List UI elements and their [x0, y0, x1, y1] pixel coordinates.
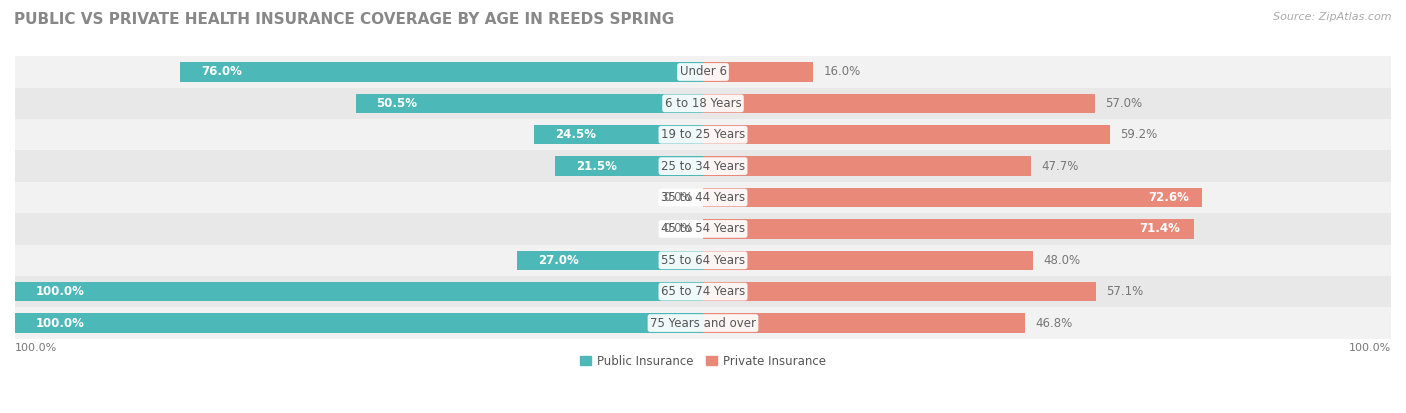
Bar: [703, 251, 1033, 270]
Bar: [517, 251, 703, 270]
Text: 46.8%: 46.8%: [1035, 316, 1073, 330]
Text: 71.4%: 71.4%: [1140, 222, 1181, 235]
Bar: [15, 244, 1391, 276]
Bar: [15, 119, 1391, 150]
Text: 59.2%: 59.2%: [1121, 128, 1159, 141]
Text: 100.0%: 100.0%: [15, 344, 58, 354]
Bar: [555, 157, 703, 176]
Bar: [15, 307, 1391, 339]
Legend: Public Insurance, Private Insurance: Public Insurance, Private Insurance: [575, 350, 831, 373]
Text: 21.5%: 21.5%: [575, 160, 617, 173]
Text: 76.0%: 76.0%: [201, 66, 242, 78]
Text: 72.6%: 72.6%: [1147, 191, 1188, 204]
Bar: [15, 182, 1391, 213]
Bar: [703, 125, 1111, 145]
Bar: [180, 62, 703, 82]
Text: 75 Years and over: 75 Years and over: [650, 316, 756, 330]
Text: 100.0%: 100.0%: [35, 285, 84, 298]
Text: 100.0%: 100.0%: [1348, 344, 1391, 354]
Bar: [703, 188, 1202, 207]
Text: 0.0%: 0.0%: [664, 191, 693, 204]
Text: 27.0%: 27.0%: [538, 254, 579, 267]
Text: 57.0%: 57.0%: [1105, 97, 1143, 110]
Bar: [15, 88, 1391, 119]
Text: 50.5%: 50.5%: [377, 97, 418, 110]
Text: 100.0%: 100.0%: [35, 316, 84, 330]
Text: 16.0%: 16.0%: [824, 66, 860, 78]
Text: 65 to 74 Years: 65 to 74 Years: [661, 285, 745, 298]
Text: 24.5%: 24.5%: [555, 128, 596, 141]
Text: 47.7%: 47.7%: [1042, 160, 1078, 173]
Bar: [15, 313, 703, 333]
Text: 6 to 18 Years: 6 to 18 Years: [665, 97, 741, 110]
Text: PUBLIC VS PRIVATE HEALTH INSURANCE COVERAGE BY AGE IN REEDS SPRING: PUBLIC VS PRIVATE HEALTH INSURANCE COVER…: [14, 12, 675, 27]
Bar: [703, 94, 1095, 113]
Bar: [15, 276, 1391, 307]
Bar: [15, 282, 703, 301]
Text: 35 to 44 Years: 35 to 44 Years: [661, 191, 745, 204]
Text: 48.0%: 48.0%: [1043, 254, 1081, 267]
Text: 0.0%: 0.0%: [664, 222, 693, 235]
Bar: [703, 62, 813, 82]
Text: 55 to 64 Years: 55 to 64 Years: [661, 254, 745, 267]
Text: 25 to 34 Years: 25 to 34 Years: [661, 160, 745, 173]
Text: 45 to 54 Years: 45 to 54 Years: [661, 222, 745, 235]
Text: 57.1%: 57.1%: [1107, 285, 1143, 298]
Bar: [15, 150, 1391, 182]
Bar: [703, 282, 1095, 301]
Bar: [703, 313, 1025, 333]
Bar: [703, 157, 1031, 176]
Text: Source: ZipAtlas.com: Source: ZipAtlas.com: [1274, 12, 1392, 22]
Bar: [534, 125, 703, 145]
Bar: [356, 94, 703, 113]
Text: Under 6: Under 6: [679, 66, 727, 78]
Bar: [15, 56, 1391, 88]
Text: 19 to 25 Years: 19 to 25 Years: [661, 128, 745, 141]
Bar: [15, 213, 1391, 244]
Bar: [703, 219, 1194, 239]
